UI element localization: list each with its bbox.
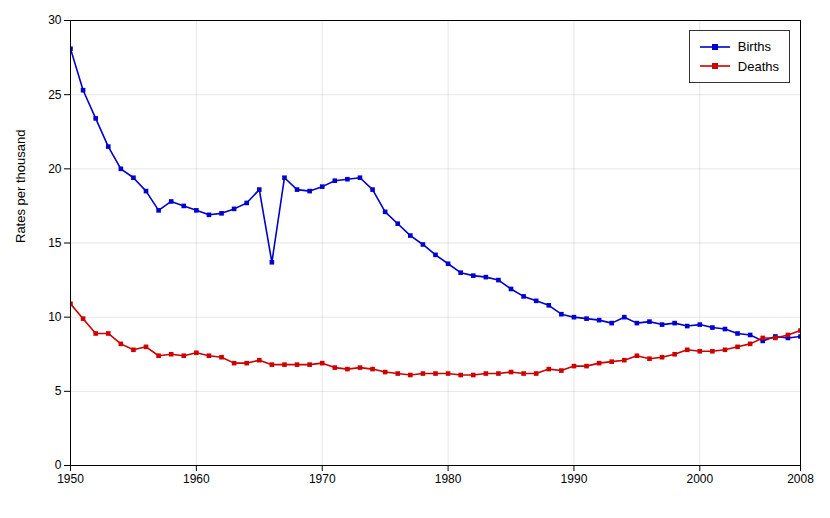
- svg-text:20: 20: [48, 162, 62, 176]
- svg-text:1950: 1950: [57, 472, 84, 486]
- svg-text:1980: 1980: [435, 472, 462, 486]
- html-text:Deaths: Deaths: [737, 58, 779, 74]
- svg-text:30: 30: [48, 13, 62, 27]
- svg-text:1970: 1970: [309, 472, 336, 486]
- svg-text:Rates per thousand: Rates per thousand: [13, 130, 28, 243]
- svg-text:5: 5: [55, 384, 62, 398]
- svg-text:1990: 1990: [561, 472, 588, 486]
- svg-text:2000: 2000: [686, 472, 713, 486]
- svg-text:15: 15: [48, 236, 62, 250]
- html-text:Births: Births: [737, 39, 771, 54]
- svg-text:25: 25: [48, 88, 62, 102]
- svg-text:1960: 1960: [183, 472, 210, 486]
- svg-text:10: 10: [48, 310, 62, 324]
- svg-text:2008: 2008: [787, 472, 814, 486]
- svg-text:0: 0: [55, 458, 62, 472]
